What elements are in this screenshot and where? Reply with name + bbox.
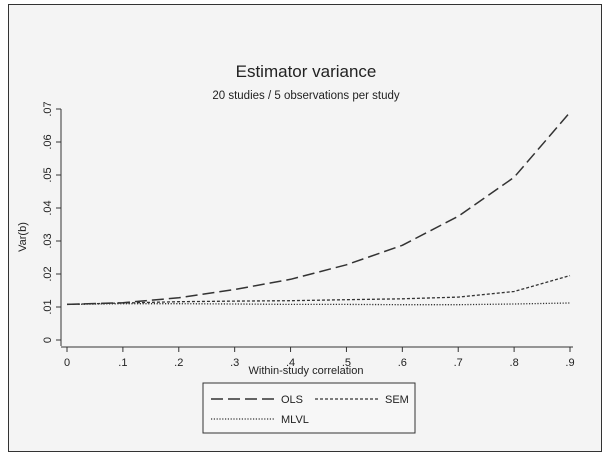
series-lines (66, 111, 571, 306)
series-line-ols (66, 111, 571, 306)
y-tick-label: .05 (42, 167, 54, 182)
chart-title: Estimator variance (236, 62, 377, 81)
y-tick-label: .04 (42, 200, 54, 215)
x-tick-label: .5 (342, 357, 351, 369)
y-tick-label: .02 (42, 266, 54, 281)
legend-label-ols: OLS (281, 394, 303, 406)
y-axis-title: Var(b) (17, 222, 29, 252)
series-line-mlvl (66, 302, 571, 306)
x-tick-label: 0 (64, 357, 70, 369)
y-tick-label: .01 (42, 299, 54, 314)
y-tick-label: .07 (42, 101, 54, 116)
y-tick-label: .03 (42, 233, 54, 248)
legend-label-mlvl: MLVL (281, 414, 309, 426)
x-tick-label: .8 (510, 357, 519, 369)
x-tick-label: .6 (398, 357, 407, 369)
x-tick-label: .1 (118, 357, 127, 369)
x-axis-title: Within-study correlation (249, 365, 364, 377)
x-tick-label: .7 (454, 357, 463, 369)
x-tick-label: .4 (286, 357, 295, 369)
legend-label-sem: SEM (385, 394, 409, 406)
y-tick-label: 0 (42, 337, 54, 343)
y-tick-label: .06 (42, 134, 54, 149)
chart-subtitle: 20 studies / 5 observations per study (212, 90, 400, 102)
legend-box (202, 382, 416, 434)
x-tick-label: .2 (174, 357, 183, 369)
x-tick-label: .9 (565, 357, 574, 369)
axes: 0 .01 .02 .03 .04 .05 .06 .07 0 .1 .2 .3 .4 .5 .6 .7 .8.… (42, 101, 575, 369)
line-chart: Estimator variance 20 studies / 5 observ… (17, 62, 575, 434)
legend: OLS SEM MLVL (202, 382, 416, 434)
x-tick-label: .3 (230, 357, 239, 369)
series-line-sem (66, 274, 571, 306)
chart-frame: Estimator variance 20 studies / 5 observ… (8, 4, 602, 452)
